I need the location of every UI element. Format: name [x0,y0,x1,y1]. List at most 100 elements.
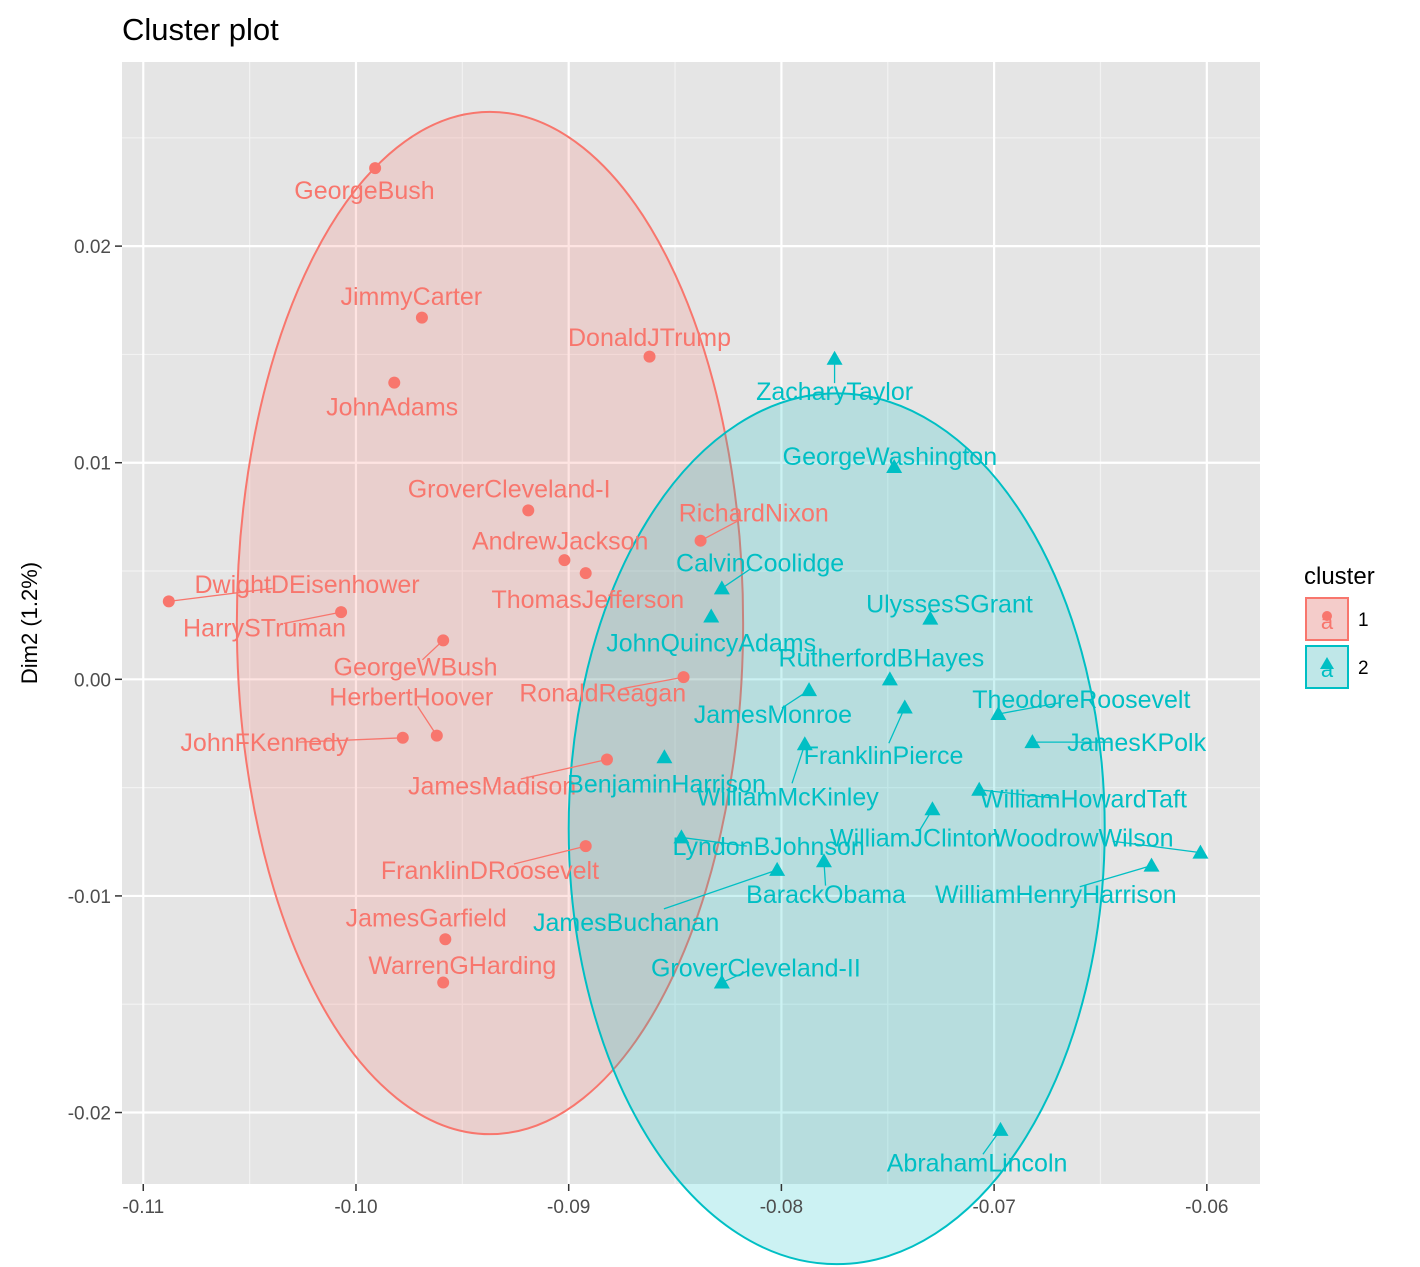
major-gridlines [122,62,1260,1184]
label-jamesmadison: JamesMadison [408,772,576,800]
label-georgewashington: GeorgeWashington [783,443,997,471]
point-donaldjtrump [643,350,656,363]
label-donaldjtrump: DonaldJTrump [568,324,731,352]
legend-marker-2 [1320,657,1334,669]
legend-label-1: 1 [1358,610,1369,631]
point-thomasjefferson [579,567,592,580]
minor-gridlines [122,62,1260,1184]
point-labels: GeorgeBush JimmyCarter DonaldJTrump JohnAda… [180,177,1206,1178]
label-jamesbuchanan: JamesBuchanan [533,909,719,937]
point-franklindroosevelt [579,840,592,853]
point-harrystruman [335,606,348,619]
x-tick-label: -0.06 [1185,1197,1228,1218]
legend-marker-1 [1322,611,1332,621]
cluster-2-ellipse [567,392,1106,1266]
label-jimmycarter: JimmyCarter [340,283,482,311]
label-johnquincyadams: JohnQuincyAdams [606,629,816,657]
point-jameskpolk [1024,734,1041,749]
x-tick-label: -0.08 [760,1197,803,1218]
point-georgewbush [437,634,450,647]
label-benjaminharrison: BenjaminHarrison [567,770,766,798]
label-rutherfordbhayes: RutherfordBHayes [779,645,985,673]
legend-label-2: 2 [1358,658,1369,679]
point-richardnixon [694,534,707,547]
point-jamesbuchanan [769,861,786,876]
y-tick-label: 0.00 [74,670,111,691]
connector-ronaldreagan [622,676,684,690]
x-tick-label: -0.10 [334,1197,377,1218]
point-dwightdeisenhower [162,595,175,608]
cluster-ellipses [235,110,1106,1266]
label-thomasjefferson: ThomasJefferson [491,586,684,614]
y-tick-label: 0.02 [74,237,111,258]
connector-franklindroosevelt [513,845,586,865]
label-lyndonbjohnson: LyndonBJohnson [672,833,864,861]
connector-calvincoolidge [721,568,751,589]
point-williamhowardtaft [971,781,988,796]
legend-title: cluster [1304,563,1375,590]
point-ronaldreagan [677,671,690,684]
label-richardnixon: RichardNixon [679,500,829,528]
connector-lyndonbjohnson [681,836,747,847]
connector-williammckinley [791,744,806,784]
label-johnadams: JohnAdams [326,393,458,421]
point-herberthoover [430,729,443,742]
connector-grovercleveland-ii [721,970,748,984]
point-woodrowwilson [1192,844,1209,859]
point-calvincoolidge [713,580,730,595]
chart-title: Cluster plot [122,12,279,47]
connector-jamesbuchanan [663,869,778,910]
label-grovercleveland-ii: GroverCleveland-II [651,954,861,982]
point-barackobama [815,853,832,868]
point-johnfkennedy [396,731,409,744]
point-lyndonbjohnson [673,829,690,844]
y-tick-label: 0.01 [74,454,111,475]
label-jameskpolk: JamesKPolk [1067,729,1206,757]
point-benjaminharrison [656,749,673,764]
y-tick-label: -0.01 [68,887,111,908]
label-jamesgarfield: JamesGarfield [346,905,507,933]
label-franklinpierce: FranklinPierce [804,742,964,770]
x-tick-label: -0.11 [122,1197,164,1218]
connector-theodoreroosevelt [998,701,1061,715]
connector-johnfkennedy [299,737,403,743]
point-williammckinley [796,736,813,751]
label-dwightdeisenhower: DwightDEisenhower [195,571,420,599]
label-calvincoolidge: CalvinCoolidge [676,549,844,577]
connector-richardnixon [700,518,741,542]
label-georgewbush: GeorgeWBush [334,653,498,681]
label-herberthoover: HerbertHoover [329,684,493,712]
connector-williamhenryharrison [1079,864,1152,888]
label-connectors [168,358,1201,1155]
point-andrewjackson [558,554,571,567]
label-barackobama: BarackObama [746,881,906,909]
point-grovercleveland-ii [713,974,730,989]
label-williamhenryharrison: WilliamHenryHarrison [935,881,1177,909]
data-points [162,162,1209,1136]
y-tick-label: -0.02 [68,1104,111,1125]
point-warrengharding [437,976,450,989]
plot-panel [122,62,1260,1184]
y-axis: -0.02 -0.01 0.00 0.01 0.02 [68,237,122,1125]
label-theodoreroosevelt: TheodoreRoosevelt [972,686,1190,714]
label-grovercleveland-i: GroverCleveland-I [408,476,611,504]
point-grovercleveland-i [522,504,535,517]
label-woodrowwilson: WoodrowWilson [993,824,1173,852]
label-ulyssessgrant: UlyssesSGrant [866,591,1033,619]
point-georgewashington [886,459,903,474]
point-johnadams [388,376,401,389]
point-ulyssessgrant [922,610,939,625]
connector-harrystruman [283,611,342,625]
x-tick-label: -0.07 [972,1197,1015,1218]
label-andrewjackson: AndrewJackson [472,528,648,556]
x-axis: -0.11 -0.10 -0.09 -0.08 -0.07 -0.06 [122,1184,1228,1218]
label-franklindroosevelt: FranklinDRoosevelt [381,857,599,885]
y-axis-title: Dim2 (1.2%) [17,562,42,684]
connector-williamhowardtaft [979,789,1058,800]
point-franklinpierce [896,699,913,714]
label-harrystruman: HarrySTruman [183,614,346,642]
point-williamjclinton [924,801,941,816]
label-warrengharding: WarrenGHarding [368,952,556,980]
label-williammckinley: WilliamMcKinley [697,783,879,811]
